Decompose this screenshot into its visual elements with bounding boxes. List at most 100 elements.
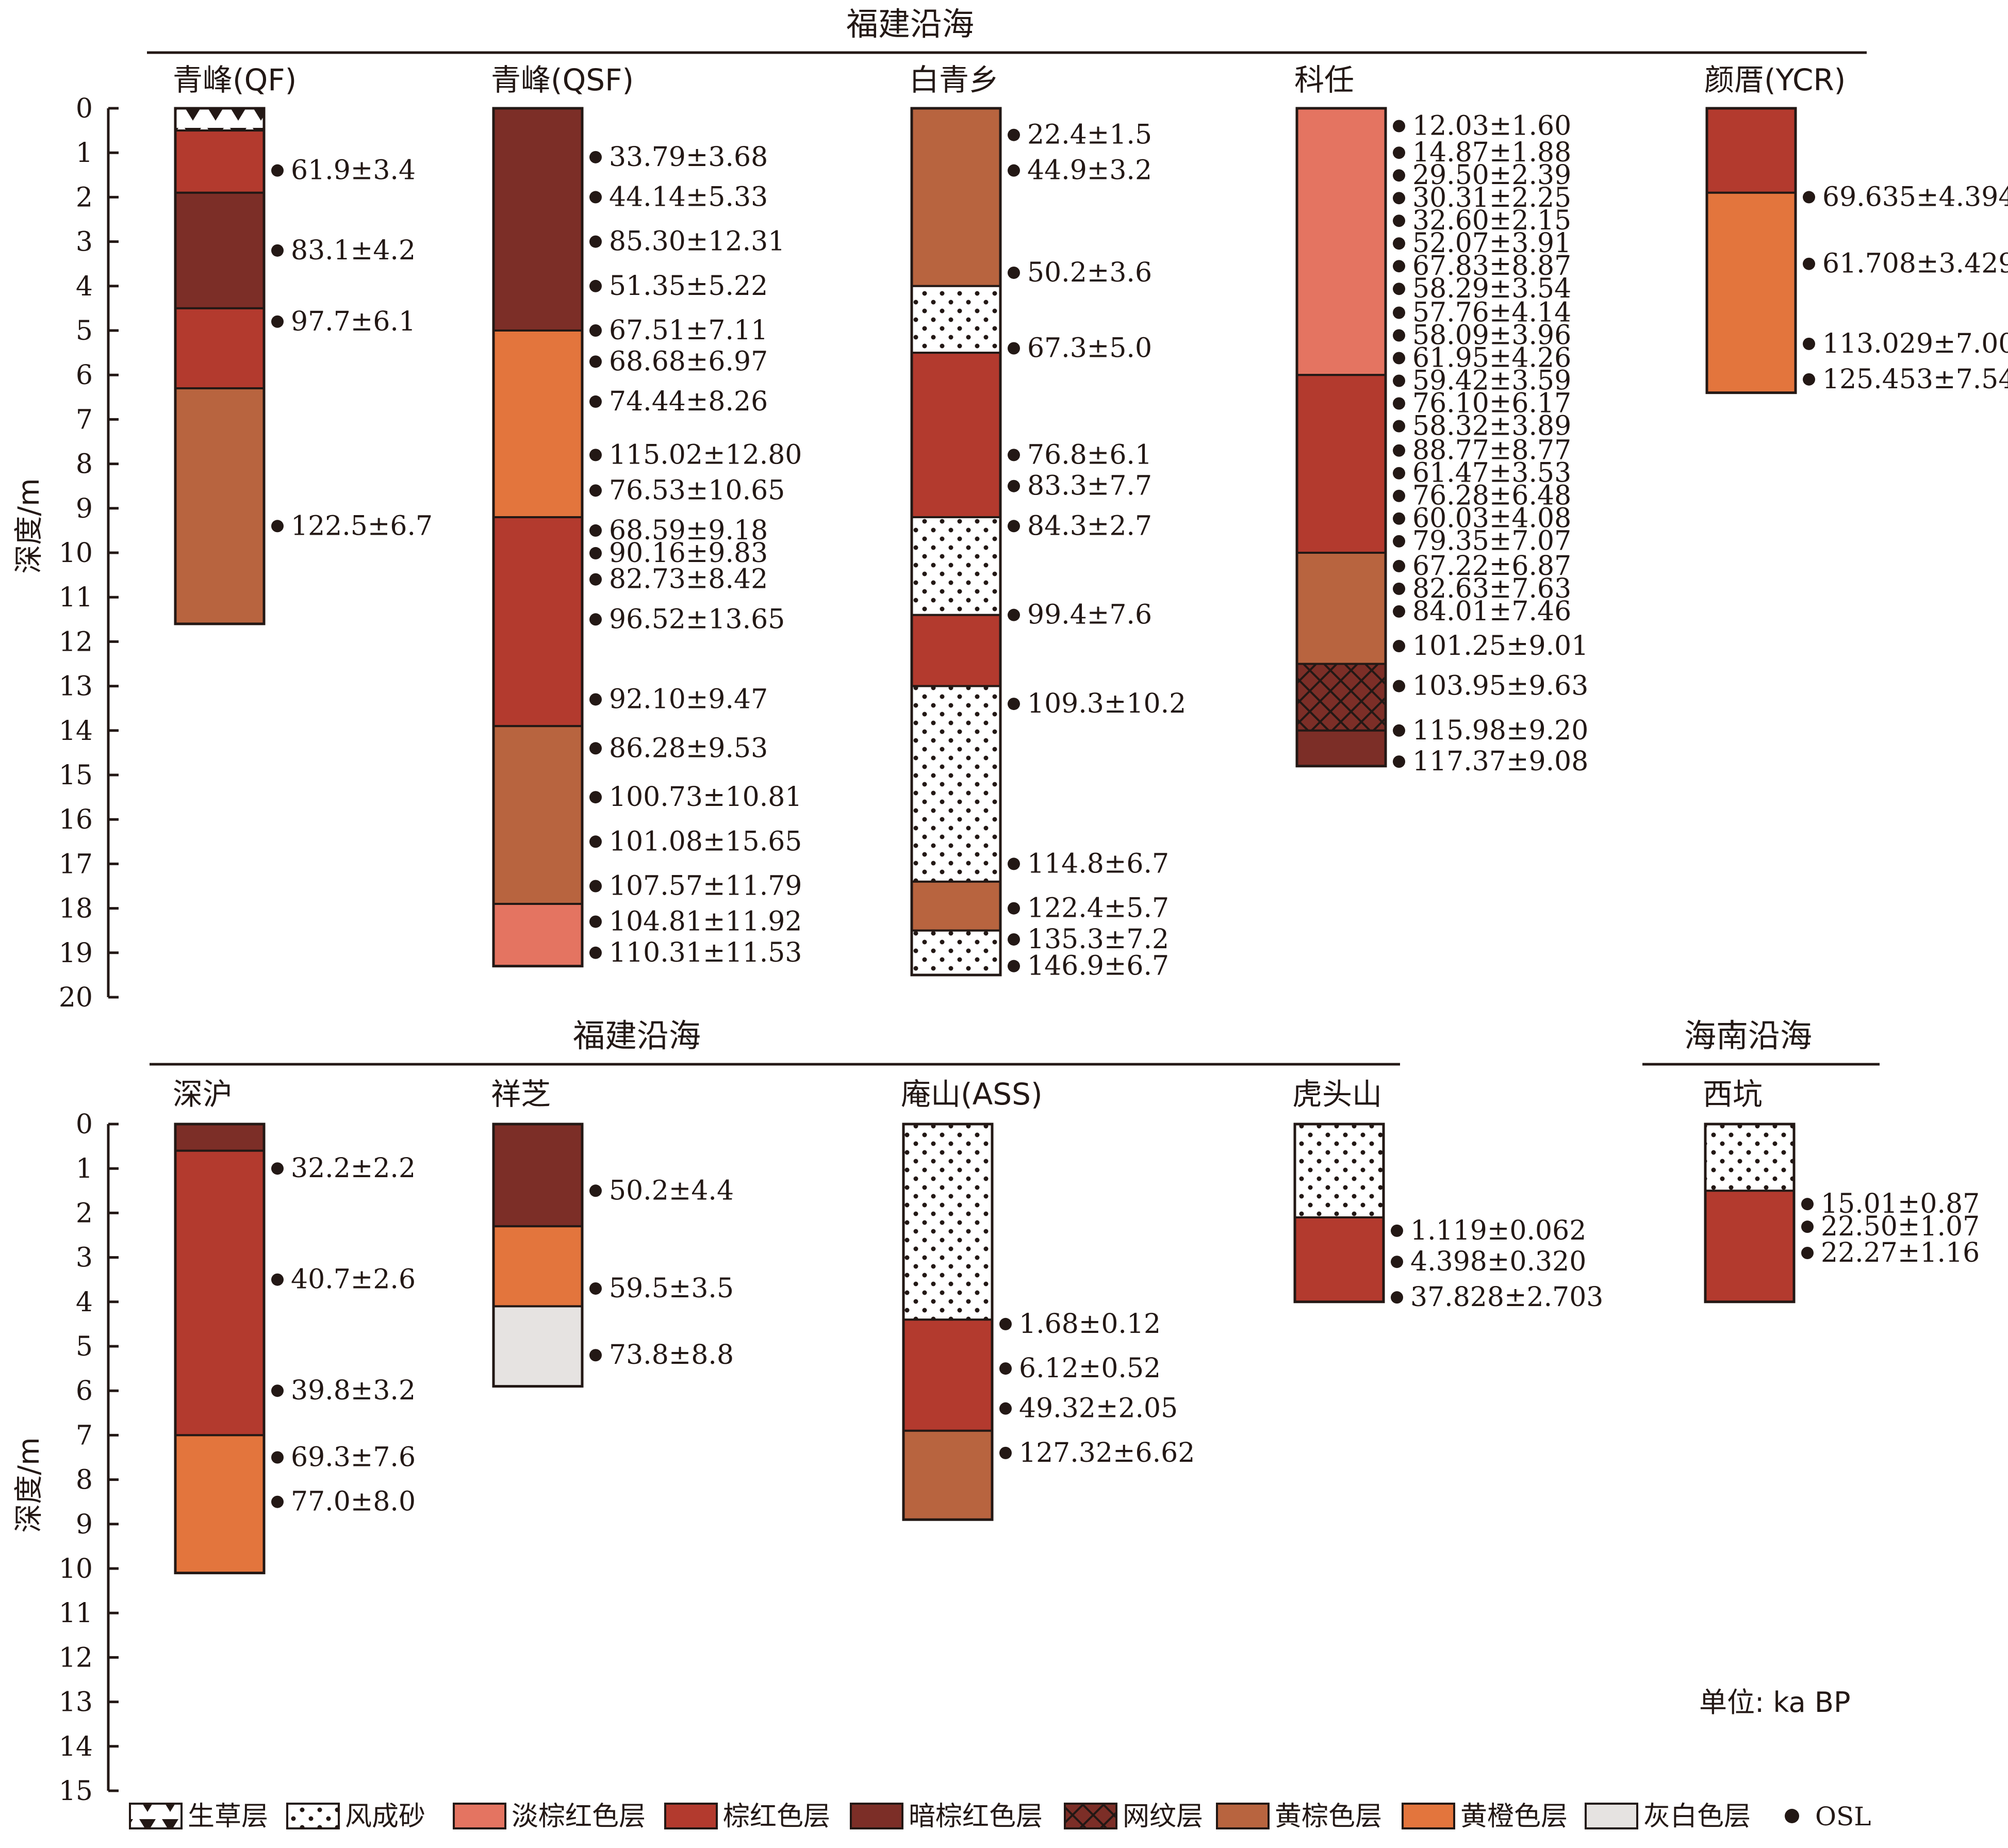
osl-age-label: 30.31±2.25 xyxy=(1412,183,1571,213)
column-outline xyxy=(1295,107,1387,768)
osl-age-label: 67.3±5.0 xyxy=(1027,333,1152,364)
layer-grass xyxy=(174,107,265,132)
osl-sample-dot xyxy=(589,613,602,626)
osl-sample-dot xyxy=(999,1446,1012,1459)
osl-sample-dot xyxy=(1008,480,1020,492)
osl-age-label: 67.22±6.87 xyxy=(1412,551,1571,582)
osl-sample-dot xyxy=(1393,755,1405,768)
section-name: 深沪 xyxy=(173,1077,233,1112)
legend-label: 生草层 xyxy=(188,1801,268,1832)
column-outline xyxy=(910,107,1002,977)
layer-dark-brownish-red xyxy=(492,107,583,332)
axis-tick-label: 14 xyxy=(59,716,93,747)
axis-tick-label: 7 xyxy=(76,404,93,435)
layer-yellow-orange xyxy=(174,1434,265,1574)
section-name: 庵山(ASS) xyxy=(901,1077,1043,1112)
osl-age-label: 61.95±4.26 xyxy=(1412,343,1571,374)
osl-age-label: 77.0±8.0 xyxy=(291,1487,416,1517)
osl-age-label: 86.28±9.53 xyxy=(609,733,768,764)
osl-age-label: 76.8±6.1 xyxy=(1027,439,1152,470)
column-outline xyxy=(492,107,584,968)
legend-item: OSL xyxy=(1785,1802,1871,1832)
osl-age-label: 22.50±1.07 xyxy=(1821,1211,1980,1242)
layer-brownish-red xyxy=(911,614,1001,687)
osl-age-label: 85.30±12.31 xyxy=(609,226,785,257)
column-outline xyxy=(1705,107,1797,394)
osl-sample-dot xyxy=(1393,306,1405,319)
layer-yellow-orange xyxy=(492,1225,583,1308)
legend-label: 淡棕红色层 xyxy=(512,1801,646,1832)
column-outline xyxy=(1704,1123,1796,1304)
osl-sample-dot xyxy=(271,164,284,177)
section-name: 虎头山 xyxy=(1292,1077,1382,1112)
legend-swatch xyxy=(286,1803,340,1829)
osl-age-label: 40.7±2.6 xyxy=(291,1264,416,1295)
layer-brownish-red xyxy=(1296,374,1387,554)
osl-age-label: 74.44±8.26 xyxy=(609,386,768,417)
osl-age-label: 76.28±6.48 xyxy=(1412,481,1571,512)
osl-sample-dot xyxy=(1393,169,1405,182)
osl-age-label: 1.68±0.12 xyxy=(1019,1309,1161,1340)
axis-tick-label: 13 xyxy=(59,671,93,702)
layer-sand xyxy=(1294,1123,1385,1219)
osl-sample-dot xyxy=(589,235,602,248)
osl-sample-dot xyxy=(1393,260,1405,273)
osl-age-label: 58.09±3.96 xyxy=(1412,320,1571,351)
layer-brownish-red xyxy=(1294,1216,1385,1303)
osl-age-label: 50.2±4.4 xyxy=(609,1175,734,1206)
layer-sand xyxy=(911,685,1001,883)
osl-sample-dot xyxy=(1393,605,1405,618)
axis-tick-label: 0 xyxy=(76,1109,93,1140)
osl-age-label: 67.51±7.11 xyxy=(609,315,768,346)
legend: 生草层 风成砂 淡棕红色层 棕红色层 暗棕红色层 网纹层 黄棕色层 黄橙色层 灰白色层 OSL xyxy=(129,1801,1871,1832)
osl-age-label: 44.9±3.2 xyxy=(1027,155,1152,186)
osl-age-label: 59.42±3.59 xyxy=(1412,366,1571,397)
osl-age-label: 73.8±8.8 xyxy=(609,1340,734,1371)
axis-tick-label: 5 xyxy=(76,1331,93,1362)
osl-sample-dot xyxy=(1008,128,1020,141)
osl-sample-dot xyxy=(589,395,602,408)
axis-tick-label: 6 xyxy=(76,1376,93,1407)
osl-sample-dot xyxy=(1008,342,1020,355)
osl-sample-dot xyxy=(589,835,602,848)
legend-item: 暗棕红色层 xyxy=(850,1801,1043,1832)
section-name: 青峰(QF) xyxy=(173,62,297,97)
osl-sample-dot xyxy=(589,1282,602,1295)
axis-tick-label: 8 xyxy=(76,1465,93,1496)
section-column: 颜厝(YCR) 69.635±4.394 61.708±3.429 113.029±7… xyxy=(1704,62,2008,395)
osl-sample-dot xyxy=(1803,191,1815,204)
osl-age-label: 68.59±9.18 xyxy=(609,515,768,546)
axis-tick-label: 13 xyxy=(59,1687,93,1718)
layer-brownish-red xyxy=(1704,1190,1795,1303)
axis-tick-label: 8 xyxy=(76,449,93,480)
osl-sample-dot xyxy=(1393,146,1405,159)
column-outline xyxy=(1293,1123,1385,1304)
osl-sample-dot xyxy=(1393,214,1405,227)
layer-dark-brownish-red xyxy=(1296,729,1387,767)
axis-tick-label: 0 xyxy=(76,93,93,124)
layer-yellow-brown xyxy=(174,387,265,625)
osl-sample-dot xyxy=(271,244,284,257)
osl-age-label: 84.01±7.46 xyxy=(1412,596,1571,627)
layer-yellow-brown xyxy=(492,725,583,905)
osl-sample-dot xyxy=(271,1384,284,1397)
osl-sample-dot xyxy=(1393,467,1405,480)
osl-sample-dot xyxy=(1393,283,1405,295)
osl-age-label: 51.35±5.22 xyxy=(609,271,768,302)
legend-label: 风成砂 xyxy=(345,1801,425,1832)
osl-age-label: 76.10±6.17 xyxy=(1412,388,1571,419)
layer-sand xyxy=(911,929,1001,976)
osl-age-label: 100.73±10.81 xyxy=(609,782,802,813)
legend-item: 灰白色层 xyxy=(1585,1801,1751,1832)
osl-age-label: 83.1±4.2 xyxy=(291,235,416,266)
osl-sample-dot xyxy=(1393,420,1405,433)
osl-age-label: 88.77±8.77 xyxy=(1412,435,1571,466)
osl-sample-dot xyxy=(1008,857,1020,870)
axis-tick-label: 1 xyxy=(76,138,93,169)
axis-tick-label: 10 xyxy=(59,538,93,569)
axis-tick-label: 3 xyxy=(76,227,93,258)
legend-label: 黄橙色层 xyxy=(1460,1801,1568,1832)
axis-tick-label: 15 xyxy=(59,1776,93,1807)
osl-age-label: 50.2±3.6 xyxy=(1027,257,1152,288)
